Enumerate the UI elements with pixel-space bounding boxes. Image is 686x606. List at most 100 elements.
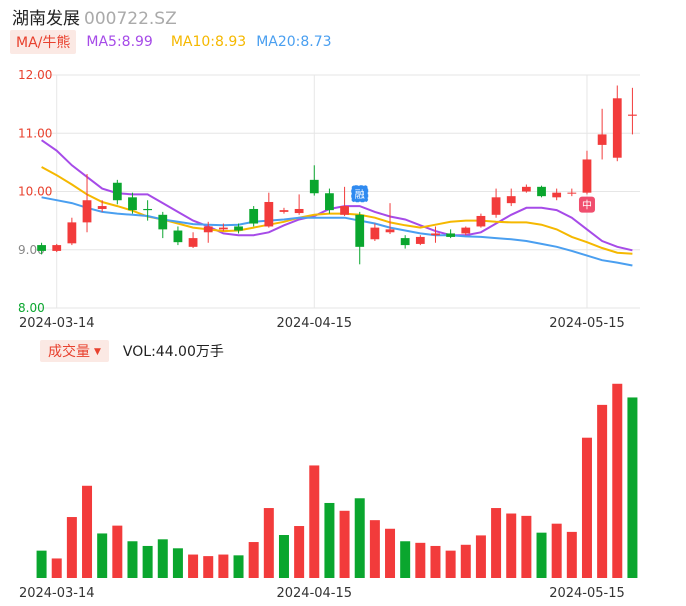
volume-bar [218, 554, 229, 578]
candle-body [52, 245, 62, 251]
y-tick-label: 11.00 [18, 126, 52, 140]
candle [82, 174, 92, 233]
candle [325, 188, 334, 214]
candle [37, 242, 46, 255]
x-tick-label: 2024-05-15 [549, 316, 625, 331]
candle [355, 211, 365, 265]
candle-body [264, 201, 274, 227]
candle [567, 188, 577, 197]
candle [128, 192, 137, 214]
candle-body [325, 193, 334, 211]
candle [597, 108, 607, 160]
candle-body [128, 197, 137, 211]
candle-body [309, 179, 319, 194]
candle-body [294, 208, 304, 214]
candle [249, 206, 259, 227]
ma-bull-bear-button[interactable]: MA/牛熊 [10, 30, 77, 54]
volume-bar [127, 541, 138, 578]
winning-lot-badge-label: 中 [582, 199, 592, 212]
volume-bar [233, 555, 244, 578]
candle-body [476, 215, 486, 227]
candle-body [173, 230, 183, 243]
ma5-legend: MA5:8.99 [86, 34, 153, 50]
candle-body [112, 182, 122, 201]
candle [264, 192, 274, 228]
volume-bar [354, 498, 365, 578]
candle-body [370, 227, 380, 240]
volume-bar [415, 542, 426, 578]
candle-body [491, 197, 501, 215]
volume-bar [566, 531, 577, 578]
candle [294, 194, 304, 215]
volume-bar [82, 485, 93, 578]
candle [188, 232, 198, 249]
candle-body [521, 186, 531, 192]
candle-body [446, 233, 456, 237]
volume-bar [188, 554, 199, 578]
candle-body [612, 98, 622, 158]
candle [400, 235, 410, 249]
candle-body [461, 227, 471, 234]
x-tick-label: 2024-03-14 [19, 586, 95, 601]
candle-body [582, 159, 592, 193]
candle-body [82, 200, 92, 223]
candle [173, 226, 183, 246]
volume-indicator-select[interactable]: 成交量 ▼ [40, 340, 109, 362]
volume-bar [445, 550, 456, 578]
volume-bar [157, 539, 168, 578]
volume-bar [551, 523, 562, 578]
x-tick-label: 2024-04-15 [276, 316, 352, 331]
volume-bar [66, 517, 77, 578]
candle [461, 226, 471, 236]
price-x-axis: 2024-03-14 2024-04-15 2024-05-15 [19, 316, 625, 331]
candle [506, 188, 516, 207]
volume-bar [324, 502, 335, 578]
volume-bar [460, 544, 471, 578]
volume-bar [627, 397, 638, 578]
candle [628, 87, 637, 135]
candle [67, 217, 77, 246]
ma10-legend: MA10:8.93 [170, 34, 247, 50]
stock-name: 湖南发展 [12, 9, 80, 29]
volume-bar [97, 533, 108, 578]
candle [385, 203, 395, 235]
ma20-line [41, 196, 633, 267]
volume-bar [112, 525, 123, 578]
volume-bar [36, 550, 47, 578]
candle [476, 213, 486, 228]
candle-body [143, 208, 153, 211]
volume-bar [263, 508, 274, 578]
ma-lines [41, 139, 633, 267]
y-tick-label: 8.00 [18, 301, 45, 315]
caret-down-icon: ▼ [94, 347, 101, 357]
candle [234, 223, 243, 234]
candle [431, 226, 440, 243]
ma20-legend: MA20:8.73 [256, 34, 332, 50]
candle-body [340, 206, 349, 215]
volume-bar [278, 535, 289, 578]
volume-bar [521, 515, 532, 578]
volume-bar [294, 526, 305, 578]
candle [143, 200, 153, 221]
x-tick-label: 2024-05-15 [549, 586, 625, 601]
volume-bar [506, 513, 517, 578]
candles [37, 85, 637, 265]
candle-body [249, 208, 259, 224]
margin-trading-badge[interactable]: 融 [351, 185, 369, 203]
candle [415, 235, 425, 246]
price-grid [34, 74, 640, 309]
candle-body [97, 206, 107, 209]
volume-bar [142, 545, 153, 578]
candle-body [203, 226, 213, 233]
event-badges[interactable]: 融 中 [351, 185, 595, 213]
winning-lot-badge[interactable]: 中 [578, 196, 595, 213]
volume-indicator-label: 成交量 [48, 344, 90, 360]
candle [340, 186, 349, 216]
candle [446, 229, 456, 239]
volume-bar [491, 508, 502, 578]
volume-bar [369, 520, 380, 578]
volume-bar [430, 545, 441, 578]
candle-body [279, 210, 289, 212]
